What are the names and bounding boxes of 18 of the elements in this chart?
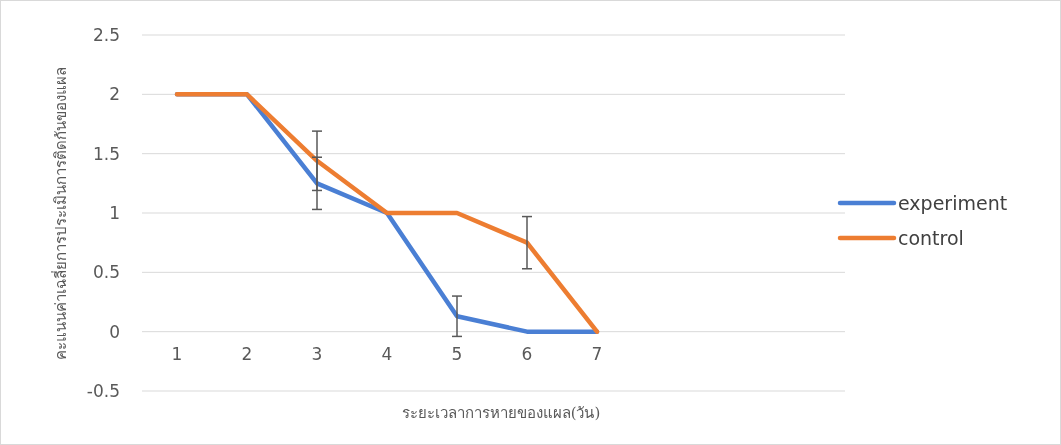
legend-label: experiment bbox=[898, 192, 1008, 214]
y-tick-label: 1 bbox=[109, 203, 120, 223]
x-tick-label: 4 bbox=[381, 343, 393, 364]
y-tick-label: -0.5 bbox=[86, 381, 120, 401]
legend-label: control bbox=[898, 227, 964, 249]
y-tick-label: 2 bbox=[109, 84, 120, 105]
y-tick-label: 0 bbox=[109, 321, 120, 342]
x-axis-title: ระยะเวลาการหายของแผล(วัน) bbox=[401, 404, 601, 422]
x-tick-label: 7 bbox=[591, 343, 603, 364]
x-tick-label: 1 bbox=[171, 343, 183, 364]
y-tick-label: 2.5 bbox=[92, 25, 120, 45]
x-tick-label: 3 bbox=[311, 343, 323, 364]
y-tick-label: 0.5 bbox=[92, 262, 120, 283]
x-tick-label: 6 bbox=[521, 343, 533, 364]
y-axis-title: คะแนนค่าเฉลี่ยการประเมินการติดกันของแผล bbox=[50, 66, 70, 360]
y-tick-label: 1.5 bbox=[92, 143, 120, 164]
x-tick-label: 5 bbox=[451, 343, 463, 364]
x-tick-label: 2 bbox=[241, 343, 253, 364]
